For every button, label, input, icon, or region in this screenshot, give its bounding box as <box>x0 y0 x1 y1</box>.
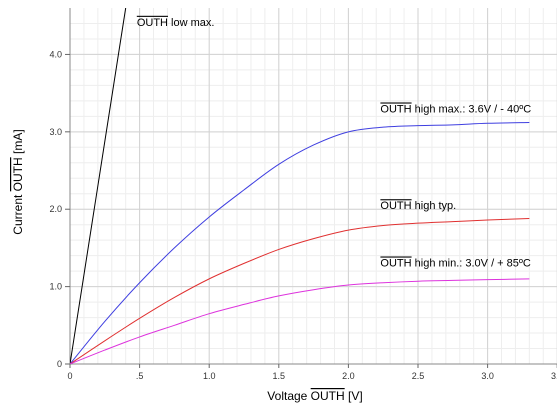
series-line-4 <box>70 278 530 364</box>
y-axis-label-prefix: Current <box>11 191 25 234</box>
x-tick-label: .5 <box>136 371 144 381</box>
y-axis-label: Current OUTH [mA] <box>11 129 25 234</box>
x-tick-label: 1.5 <box>273 371 286 381</box>
x-axis-label-prefix: Voltage <box>267 389 310 403</box>
y-tick-label: 3.0 <box>49 127 62 137</box>
annotation-text: high max.: 3.6V / - 40ºC <box>412 103 532 115</box>
annotation-3: OUTH high typ. <box>380 200 456 212</box>
x-tick-label: 2.0 <box>342 371 355 381</box>
x-tick-label: 1.0 <box>203 371 216 381</box>
series-lines <box>70 8 530 364</box>
x-tick-label: 3.5 <box>551 371 557 381</box>
annotation-signal: OUTH <box>380 103 411 115</box>
annotation-text: high typ. <box>412 200 457 212</box>
series-line-2 <box>70 122 530 364</box>
annotation-4: OUTH high min.: 3.0V / + 85ºC <box>380 257 531 269</box>
x-axis-label-signal: OUTH <box>311 389 345 403</box>
y-tick-label: 1.0 <box>49 282 62 292</box>
annotation-2: OUTH high max.: 3.6V / - 40ºC <box>380 103 531 115</box>
y-axis-label-suffix: [mA] <box>11 129 25 157</box>
series-line-1 <box>70 8 127 364</box>
x-axis-label: Voltage OUTH [V] <box>267 389 362 403</box>
axes <box>69 8 557 365</box>
annotation-text: high min.: 3.0V / + 85ºC <box>412 257 531 269</box>
annotation-text: low max. <box>168 17 214 29</box>
y-tick-label: 2.0 <box>49 204 62 214</box>
x-axis-label-suffix: [V] <box>345 389 363 403</box>
x-tick-label: 0 <box>67 371 72 381</box>
tick-labels: 0 .5 1.0 1.5 2.0 2.5 3.0 3.5 0 1.0 2.0 3.0 4.0 <box>49 49 557 381</box>
y-axis-label-signal: OUTH <box>11 157 25 191</box>
annotation-signal: OUTH <box>380 200 411 212</box>
x-tick-label: 2.5 <box>412 371 425 381</box>
annotation-signal: OUTH <box>137 17 168 29</box>
annotations: OUTH low max.OUTH high max.: 3.6V / - 40… <box>137 17 531 270</box>
series-line-3 <box>70 218 530 364</box>
annotation-1: OUTH low max. <box>137 17 215 29</box>
x-tick-label: 3.0 <box>481 371 494 381</box>
annotation-signal: OUTH <box>380 257 411 269</box>
y-tick-label: 0 <box>57 359 62 369</box>
y-tick-label: 4.0 <box>49 49 62 59</box>
